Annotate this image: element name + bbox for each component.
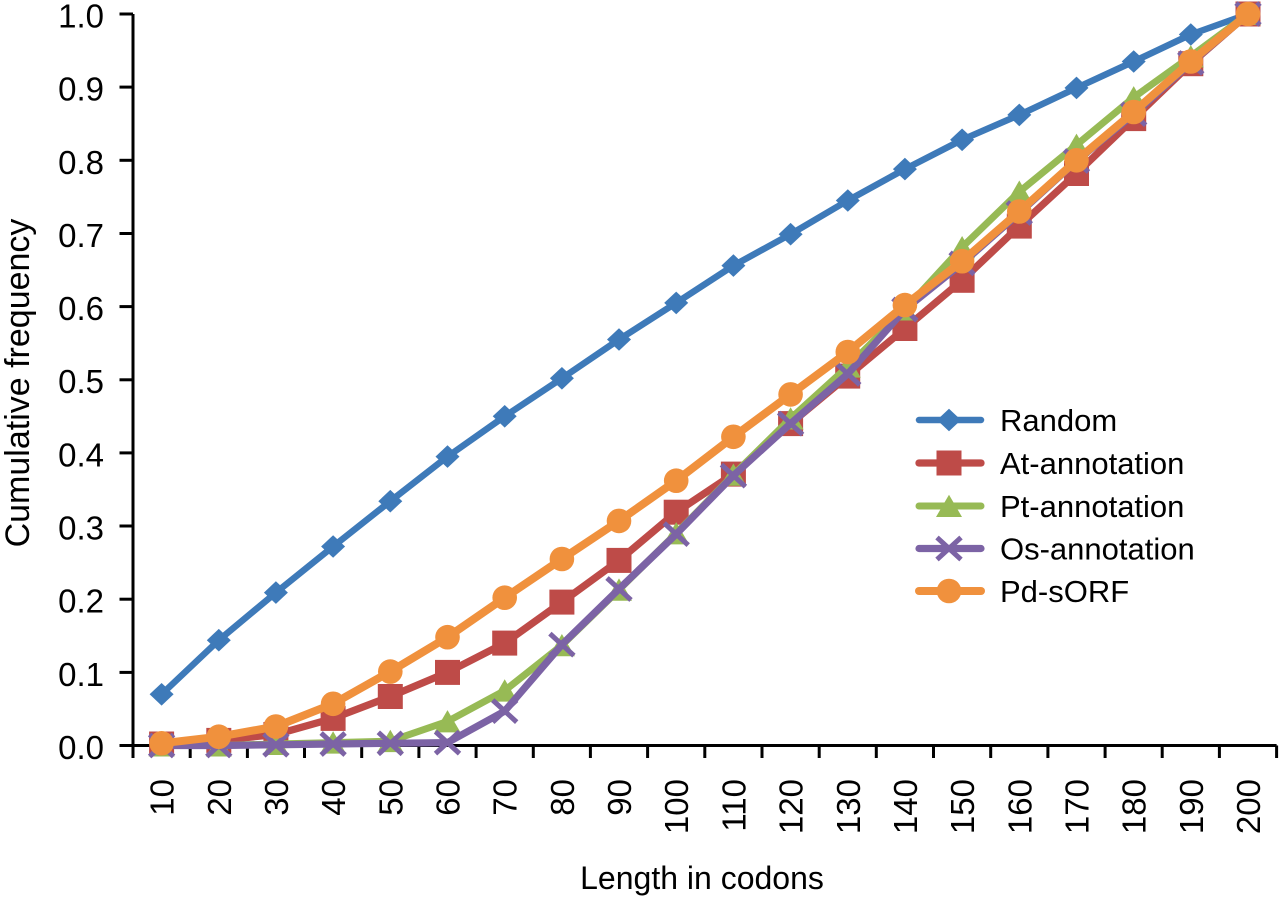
svg-text:90: 90 [601,779,638,816]
svg-text:0.9: 0.9 [58,71,104,108]
svg-text:Cumulative frequency: Cumulative frequency [0,219,37,548]
svg-text:180: 180 [1116,779,1153,834]
svg-text:0.4: 0.4 [58,436,104,473]
svg-text:50: 50 [372,779,409,816]
svg-text:40: 40 [315,779,352,816]
svg-text:80: 80 [544,779,581,816]
svg-text:200: 200 [1230,779,1267,834]
svg-text:150: 150 [944,779,981,834]
svg-text:Os-annotation: Os-annotation [1000,532,1195,567]
svg-text:Length in codons: Length in codons [580,860,824,896]
svg-text:20: 20 [201,779,238,816]
svg-text:60: 60 [430,779,467,816]
svg-text:170: 170 [1059,779,1096,834]
svg-text:120: 120 [773,779,810,834]
svg-text:0.5: 0.5 [58,363,104,400]
svg-text:110: 110 [715,779,752,832]
svg-text:Pt-annotation: Pt-annotation [1000,489,1184,524]
svg-text:30: 30 [258,779,295,816]
svg-text:0.2: 0.2 [58,583,104,620]
svg-text:0.1: 0.1 [58,656,104,693]
svg-text:Random: Random [1000,403,1117,438]
svg-text:0.6: 0.6 [58,290,104,327]
svg-text:0.0: 0.0 [58,729,104,766]
svg-text:190: 190 [1173,779,1210,834]
svg-text:0.8: 0.8 [58,144,104,181]
svg-text:0.3: 0.3 [58,510,104,547]
svg-text:1.0: 1.0 [58,0,104,35]
svg-text:10: 10 [144,779,181,816]
svg-text:160: 160 [1001,779,1038,834]
svg-text:140: 140 [887,779,924,834]
svg-text:At-annotation: At-annotation [1000,446,1184,481]
svg-text:70: 70 [487,779,524,816]
svg-text:0.7: 0.7 [58,217,104,254]
svg-text:Pd-sORF: Pd-sORF [1000,574,1129,609]
svg-text:100: 100 [658,779,695,834]
svg-text:130: 130 [830,779,867,834]
